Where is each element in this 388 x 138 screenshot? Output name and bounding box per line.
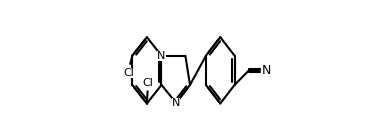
Text: N: N (172, 98, 180, 108)
Text: N: N (157, 51, 166, 61)
Text: N: N (262, 64, 271, 77)
Text: Cl: Cl (142, 78, 153, 88)
Text: Cl: Cl (123, 68, 134, 78)
